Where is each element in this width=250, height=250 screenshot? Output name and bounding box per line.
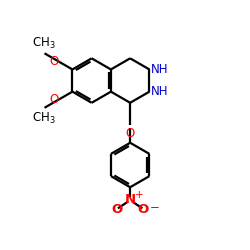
Text: CH$_3$: CH$_3$ — [32, 110, 55, 126]
Text: +: + — [135, 190, 144, 200]
Text: O: O — [138, 203, 149, 216]
Text: O: O — [49, 93, 58, 106]
Text: O: O — [49, 55, 58, 68]
Text: NH: NH — [151, 85, 169, 98]
Text: CH$_3$: CH$_3$ — [32, 36, 55, 51]
Text: N: N — [124, 193, 136, 206]
Text: O: O — [111, 203, 122, 216]
Text: O: O — [126, 128, 135, 140]
Text: NH: NH — [150, 63, 168, 76]
Text: −: − — [150, 201, 160, 214]
